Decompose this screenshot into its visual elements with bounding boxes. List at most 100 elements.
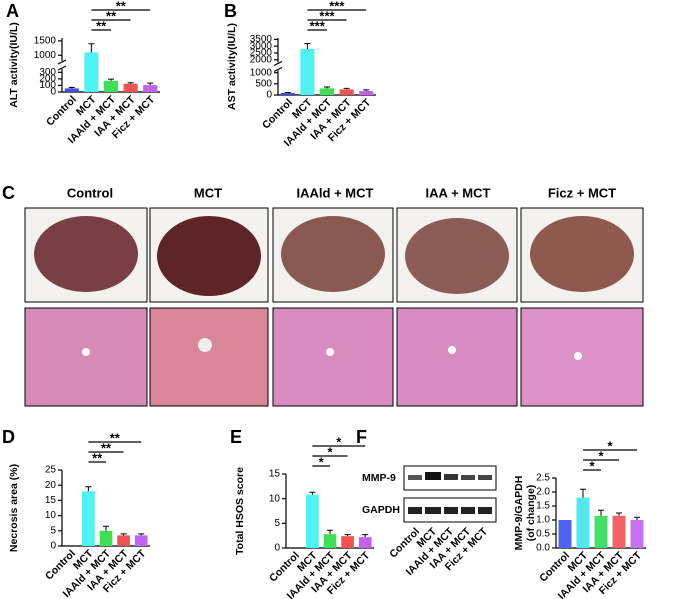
- y-tick-label: 2000: [250, 54, 273, 65]
- bar: [323, 534, 337, 548]
- y-axis-label: MMP-9/GAPDH(of change): [513, 476, 537, 551]
- bar: [123, 83, 138, 92]
- bar: [341, 536, 354, 548]
- significance-label: ***: [310, 18, 326, 33]
- western-blot: [403, 465, 497, 523]
- bar: [339, 89, 354, 95]
- y-tick-label: 0.0: [536, 543, 550, 554]
- bar: [576, 497, 590, 548]
- blot-row-label: GAPDH: [362, 504, 400, 516]
- y-tick-label: 2500: [250, 48, 273, 59]
- y-axis-label: Necrosis area (%): [8, 464, 20, 552]
- error-bar: [324, 86, 330, 89]
- bar: [64, 88, 79, 92]
- panel-letter: B: [224, 1, 237, 21]
- significance-label: ***: [319, 8, 335, 23]
- y-tick-label: 0.5: [536, 529, 550, 540]
- panel-letter: F: [356, 427, 367, 447]
- error-bar: [598, 509, 604, 516]
- liver-photos: [24, 207, 644, 303]
- y-tick-label: 0: [274, 543, 280, 554]
- error-bar: [580, 488, 586, 498]
- group-label: IAA + MCT: [426, 185, 491, 200]
- y-tick-label: 1.5: [536, 501, 550, 512]
- error-bar: [120, 533, 127, 536]
- panel-letter: A: [6, 1, 19, 21]
- y-tick-label: 1500: [34, 36, 57, 47]
- bar: [280, 92, 295, 95]
- error-bar: [363, 89, 370, 91]
- y-tick-label: 3500: [250, 34, 273, 45]
- bar: [99, 530, 113, 546]
- y-tick-label: 0: [50, 87, 56, 98]
- significance-label: **: [96, 18, 107, 33]
- x-tick-label: Control: [260, 97, 295, 132]
- axis-break: [273, 60, 283, 73]
- y-tick-label: 1000: [34, 50, 57, 61]
- group-label: IAAld + MCT: [297, 185, 374, 200]
- error-bar: [85, 486, 92, 492]
- group-label: Control: [67, 185, 113, 200]
- y-tick-label: 10: [269, 493, 281, 504]
- significance-label: **: [116, 0, 127, 13]
- histology-images: [24, 307, 644, 407]
- significance-label: ***: [329, 0, 345, 13]
- y-tick-label: 15: [269, 469, 281, 480]
- y-tick-label: 3000: [250, 41, 273, 52]
- error-bar: [304, 42, 311, 49]
- y-tick-label: 5: [274, 518, 280, 529]
- bar: [134, 535, 148, 546]
- error-bar: [616, 512, 622, 516]
- error-bar: [147, 82, 154, 86]
- panel-letter: E: [230, 427, 242, 447]
- y-axis-label: Total HSOS score: [234, 467, 246, 555]
- y-tick-label: 2.0: [536, 487, 550, 498]
- x-tick-label: Control: [44, 94, 79, 129]
- significance-label: **: [92, 450, 103, 465]
- y-tick-label: 2.5: [536, 473, 550, 484]
- significance-label: **: [101, 440, 112, 455]
- y-tick-label: 10: [45, 510, 57, 521]
- group-label: MCT: [194, 185, 222, 200]
- bar: [630, 520, 644, 548]
- error-bar: [103, 525, 109, 531]
- error-bar: [327, 529, 333, 535]
- y-tick-label: 1000: [250, 67, 273, 78]
- significance-label: *: [607, 438, 613, 453]
- panel-letter: D: [2, 427, 15, 447]
- error-bar: [344, 534, 351, 537]
- bar: [358, 537, 372, 548]
- y-tick-label: 200: [39, 73, 56, 84]
- group-label: Ficz + MCT: [548, 185, 616, 200]
- bar: [82, 491, 95, 546]
- significance-label: *: [589, 458, 595, 473]
- error-bar: [68, 86, 75, 89]
- error-bar: [138, 533, 145, 536]
- y-tick-label: 500: [255, 79, 272, 90]
- y-tick-label: 300: [39, 67, 56, 78]
- bar: [84, 52, 99, 92]
- panel-letter: C: [2, 183, 15, 203]
- y-axis-label-line: Necrosis area (%): [8, 464, 20, 552]
- bar: [103, 80, 119, 92]
- bar: [558, 520, 572, 548]
- error-bar: [343, 87, 350, 90]
- blot-row-label: MMP-9: [362, 472, 396, 484]
- error-bar: [362, 534, 369, 538]
- significance-label: *: [598, 448, 604, 463]
- y-tick-label: 1.0: [536, 515, 550, 526]
- y-tick-label: 15: [45, 495, 57, 506]
- y-tick-label: 25: [45, 465, 57, 476]
- bar: [594, 515, 608, 548]
- y-tick-label: 5: [50, 525, 56, 536]
- y-axis-label-line: (of change): [525, 485, 537, 542]
- bar: [319, 88, 335, 95]
- error-bar: [108, 78, 114, 81]
- y-axis-label: ALT activity(IU/L): [8, 22, 20, 108]
- y-tick-label: 100: [39, 80, 56, 91]
- bar: [117, 535, 130, 546]
- y-axis-label: AST activity(IU/L): [226, 23, 238, 110]
- significance-label: *: [336, 434, 342, 449]
- error-bar: [309, 491, 316, 495]
- y-tick-label: 20: [45, 480, 57, 491]
